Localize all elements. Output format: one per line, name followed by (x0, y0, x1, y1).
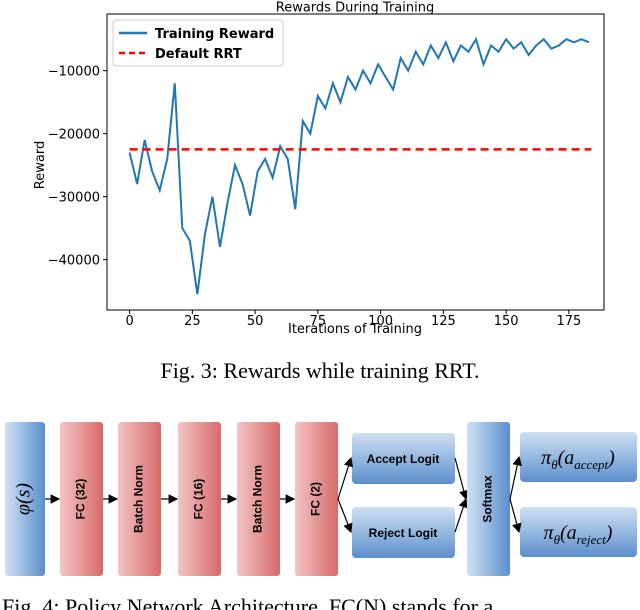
y-axis-label: Reward (33, 141, 48, 189)
line (128, 36, 590, 295)
chart-title: Rewards During Training (276, 1, 434, 16)
output-label: πθ(aaccept) (541, 447, 615, 472)
logit-label: Accept Logit (367, 452, 440, 466)
output-part: π (541, 447, 552, 469)
plot-frame (106, 13, 605, 311)
output-part: θ (554, 532, 561, 547)
x-tick-label: 175 (556, 314, 581, 329)
layer-label: FC (32) (74, 479, 88, 520)
y-tick-label: −10000 (48, 65, 100, 80)
figure-caption: Fig. 4: Policy Network Architecture. FC(… (2, 594, 493, 610)
layer-block (118, 422, 161, 576)
output-part: ) (607, 447, 615, 469)
softmax-block (467, 422, 510, 576)
arrow (454, 457, 469, 501)
output-part: reject (577, 532, 606, 547)
output-part: accept (574, 457, 608, 472)
output-part: (a (558, 447, 575, 469)
y-tick-label: −20000 (48, 128, 100, 143)
logit-block (352, 507, 455, 558)
input-block (5, 422, 45, 576)
layer-block (60, 422, 103, 576)
y-tick-label: −30000 (48, 191, 100, 206)
output-part: ) (605, 522, 613, 544)
x-tick-label: 75 (310, 314, 327, 329)
layer-block (237, 422, 280, 576)
logit-label: Reject Logit (369, 526, 438, 540)
output-block (520, 432, 637, 482)
output-label: πθ(areject) (544, 522, 613, 547)
logit-block (352, 433, 455, 484)
output-part: (a (560, 522, 577, 544)
x-tick-label: 0 (125, 314, 133, 329)
arrow (509, 498, 522, 534)
x-tick-label: 100 (368, 314, 393, 329)
legend-label: Training Reward (155, 27, 274, 42)
softmax-label: Softmax (481, 475, 495, 523)
input-label: φ(s) (13, 483, 35, 516)
x-tick-label: 50 (247, 314, 264, 329)
y-tick-label: −40000 (48, 254, 100, 269)
layer-block (295, 422, 338, 576)
arrow (337, 498, 353, 534)
x-tick-label: 150 (494, 314, 519, 329)
diagram: φ(s) FC (32) Batch Norm FC (16) Batch Norm FC… (5, 422, 637, 576)
x-tick-label: 125 (431, 314, 456, 329)
layer-block (178, 422, 221, 576)
layer-label: Batch Norm (132, 465, 146, 533)
x-tick-label: 25 (184, 314, 201, 329)
arrow (509, 455, 522, 500)
output-part: θ (551, 457, 558, 472)
layer-label: FC (16) (192, 479, 206, 520)
arrow (337, 456, 354, 500)
legend (112, 19, 284, 67)
output-block (520, 507, 637, 557)
output-part: π (544, 522, 555, 544)
x-axis-label: Iterations of Training (288, 322, 422, 337)
figure-caption: Fig. 3: Rewards while training RRT. (160, 358, 479, 383)
legend-label: Default RRT (155, 47, 242, 62)
arrow (454, 497, 468, 533)
layer-label: Batch Norm (251, 465, 265, 533)
layer-label: FC (2) (309, 482, 323, 516)
